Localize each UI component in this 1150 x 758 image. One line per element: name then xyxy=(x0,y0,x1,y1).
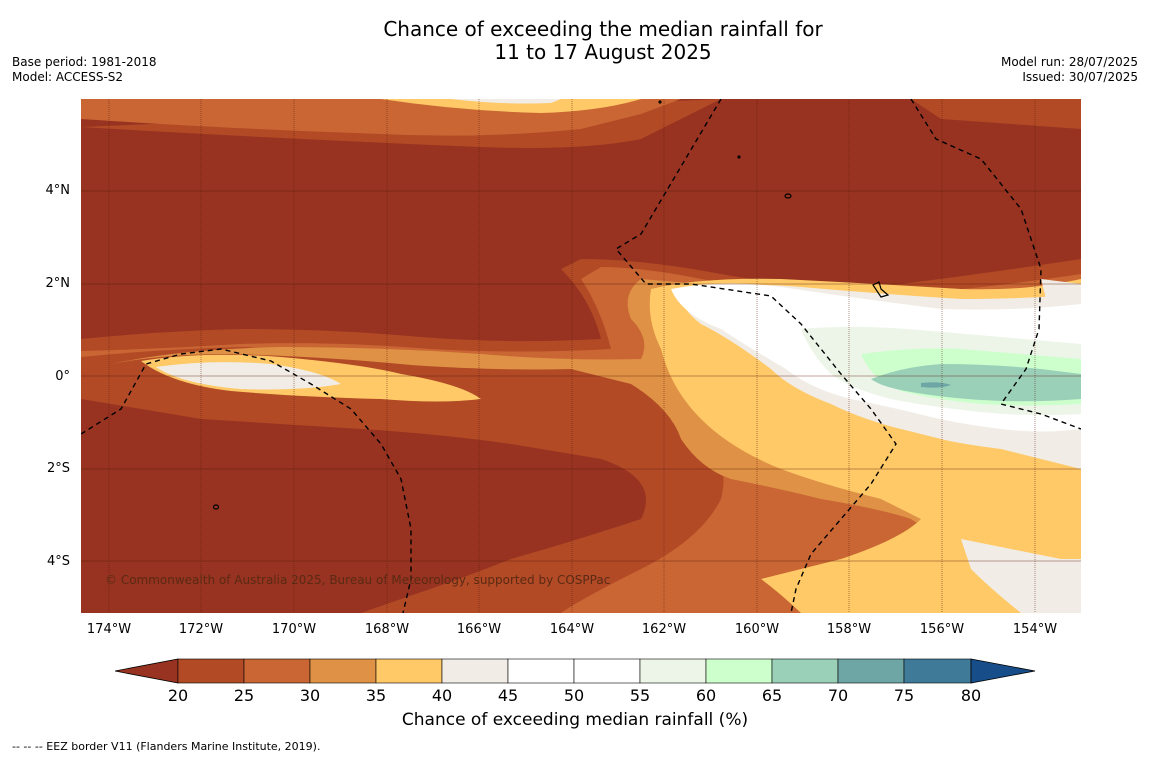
region-75 xyxy=(921,382,951,388)
rainfall-map xyxy=(81,99,1081,613)
colorbar-tick-50: 50 xyxy=(563,686,585,705)
lon-label-164w: 164°W xyxy=(549,622,595,637)
colorbar-tick-55: 55 xyxy=(629,686,651,705)
lat-label-2s: 2°S xyxy=(46,461,70,476)
colorbar-segment-20 xyxy=(177,658,245,684)
model-name: Model: ACCESS-S2 xyxy=(12,70,124,84)
lat-label-0: 0° xyxy=(55,369,70,384)
gridlines xyxy=(81,99,1081,613)
lon-label-162w: 162°W xyxy=(641,622,687,637)
colorbar-segment-25 xyxy=(243,658,311,684)
colorbar-label: Chance of exceeding median rainfall (%) xyxy=(401,710,749,730)
colorbar-tick-65: 65 xyxy=(761,686,783,705)
colorbar-tick-40: 40 xyxy=(431,686,453,705)
colorbar-extend-low xyxy=(115,658,179,684)
islands xyxy=(212,100,890,510)
colorbar-tick-35: 35 xyxy=(365,686,387,705)
colorbar-tick-70: 70 xyxy=(827,686,849,705)
colorbar-segment-60 xyxy=(705,658,773,684)
map-title: Chance of exceeding the median rainfall … xyxy=(0,18,1150,64)
region-70 xyxy=(871,364,1081,402)
colorbar-tick-25: 25 xyxy=(233,686,255,705)
colorbar-segment-70 xyxy=(837,658,905,684)
title-line-1: Chance of exceeding the median rainfall … xyxy=(383,17,823,41)
lat-label-2n: 2°N xyxy=(45,276,71,291)
lon-label-168w: 168°W xyxy=(364,622,410,637)
lon-label-158w: 158°W xyxy=(826,622,872,637)
colorbar xyxy=(115,658,1036,684)
north-band-40 xyxy=(381,99,641,113)
lon-label-172w: 172°W xyxy=(178,622,224,637)
lon-label-154w: 154°W xyxy=(1012,622,1058,637)
colorbar-extend-high xyxy=(970,658,1036,684)
colorbar-segment-40 xyxy=(441,658,509,684)
colorbar-segment-75 xyxy=(903,658,972,684)
colorbar-tick-60: 60 xyxy=(695,686,717,705)
colorbar-segment-55 xyxy=(639,658,707,684)
north-band-45 xyxy=(451,99,561,104)
model-info: Base period: 1981-2018 Model: ACCESS-S2 xyxy=(12,55,157,85)
eez-legend-note: -- -- -- EEZ border V11 (Flanders Marine… xyxy=(12,740,321,753)
model-run: Model run: 28/07/2025 xyxy=(1000,55,1138,69)
colorbar-tick-80: 80 xyxy=(960,686,982,705)
colorbar-tick-30: 30 xyxy=(299,686,321,705)
colorbar-tick-20: 20 xyxy=(167,686,189,705)
lon-label-174w: 174°W xyxy=(86,622,132,637)
copyright-notice: © Commonwealth of Australia 2025, Bureau… xyxy=(105,573,611,587)
lat-label-4s: 4°S xyxy=(46,554,70,569)
lat-label-4n: 4°N xyxy=(45,183,71,198)
colorbar-segment-45 xyxy=(507,658,575,684)
run-info: Model run: 28/07/2025 Issued: 30/07/2025 xyxy=(1001,55,1138,85)
colorbar-segment-35 xyxy=(375,658,443,684)
base-period: Base period: 1981-2018 xyxy=(12,55,157,69)
colorbar-tick-45: 45 xyxy=(497,686,519,705)
colorbar-segment-30 xyxy=(309,658,377,684)
colorbar-tick-75: 75 xyxy=(893,686,915,705)
lon-label-170w: 170°W xyxy=(271,622,317,637)
lon-label-160w: 160°W xyxy=(734,622,780,637)
colorbar-segment-50 xyxy=(573,658,641,684)
rainfall-map-svg xyxy=(81,99,1081,613)
eez-borders xyxy=(81,99,1081,613)
colorbar-segment-65 xyxy=(771,658,839,684)
lon-label-166w: 166°W xyxy=(456,622,502,637)
title-line-2: 11 to 17 August 2025 xyxy=(494,40,712,64)
issued-date: Issued: 30/07/2025 xyxy=(1022,70,1138,84)
lon-label-156w: 156°W xyxy=(919,622,965,637)
